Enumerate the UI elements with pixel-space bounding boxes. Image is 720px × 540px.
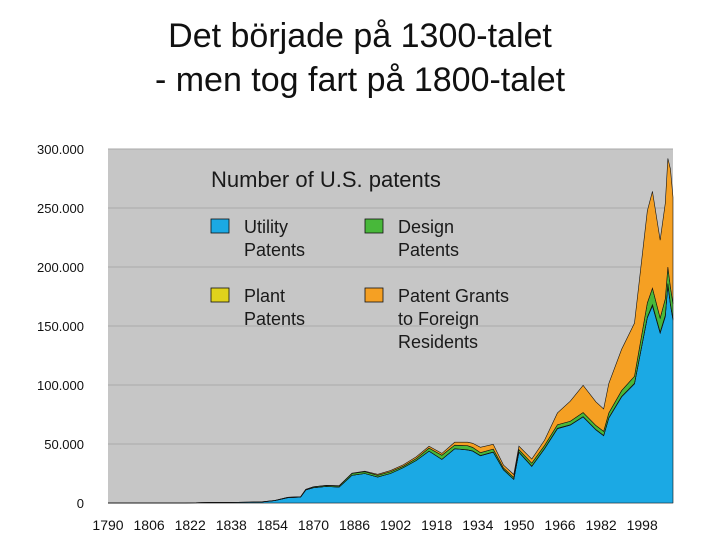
y-tick-label: 0	[77, 496, 84, 511]
x-tick-label: 1822	[175, 517, 206, 533]
legend-label: Utility Patents	[244, 217, 305, 260]
x-tick-label: 1838	[216, 517, 247, 533]
y-tick-label: 300.000	[37, 142, 84, 157]
x-tick-label: 1870	[298, 517, 329, 533]
y-tick-label: 100.000	[37, 378, 84, 393]
x-tick-label: 1934	[462, 517, 493, 533]
legend-swatch	[364, 287, 384, 303]
x-tick-label: 1918	[421, 517, 452, 533]
legend-swatch	[364, 218, 384, 234]
chart-title: Number of U.S. patents	[211, 167, 441, 192]
series-area-3	[108, 158, 674, 504]
legend-swatch	[210, 218, 230, 234]
legend-label: Design Patents	[398, 217, 459, 260]
x-tick-label: 1902	[380, 517, 411, 533]
x-tick-label: 1790	[92, 517, 123, 533]
legend-label: Plant Patents	[244, 286, 305, 329]
legend-label: Patent Grants to Foreign Residents	[398, 286, 509, 352]
legend-swatch	[210, 287, 230, 303]
x-axis-tick-labels: 1790 1806 1822 1838 1854 1870 1886 1902 1918 1934…	[92, 517, 658, 533]
x-tick-label: 1982	[586, 517, 617, 533]
y-tick-label: 200.000	[37, 260, 84, 275]
x-tick-label: 1806	[134, 517, 165, 533]
series-areas	[108, 158, 674, 504]
y-tick-label: 50.000	[44, 437, 84, 452]
x-tick-label: 1998	[627, 517, 658, 533]
x-tick-label: 1950	[503, 517, 534, 533]
x-tick-label: 1854	[257, 517, 288, 533]
y-axis-tick-labels: 0 50.000 100.000 150.000 200.000 250.000 300.0…	[37, 142, 84, 511]
legend: Utility Patents Design Patents Plant Patents P…	[210, 217, 509, 352]
y-tick-label: 150.000	[37, 319, 84, 334]
slide-title-line-2: - men tog fart på 1800-talet	[154, 61, 566, 99]
slide-title-line-1: Det började på 1300-talet	[168, 17, 552, 55]
slide-title: Det började på 1300-talet - men tog fart…	[0, 14, 720, 102]
x-tick-label: 1886	[339, 517, 370, 533]
x-tick-label: 1966	[544, 517, 575, 533]
patents-area-chart: 0 50.000 100.000 150.000 200.000 250.000 300.0…	[37, 142, 674, 533]
y-tick-label: 250.000	[37, 201, 84, 216]
